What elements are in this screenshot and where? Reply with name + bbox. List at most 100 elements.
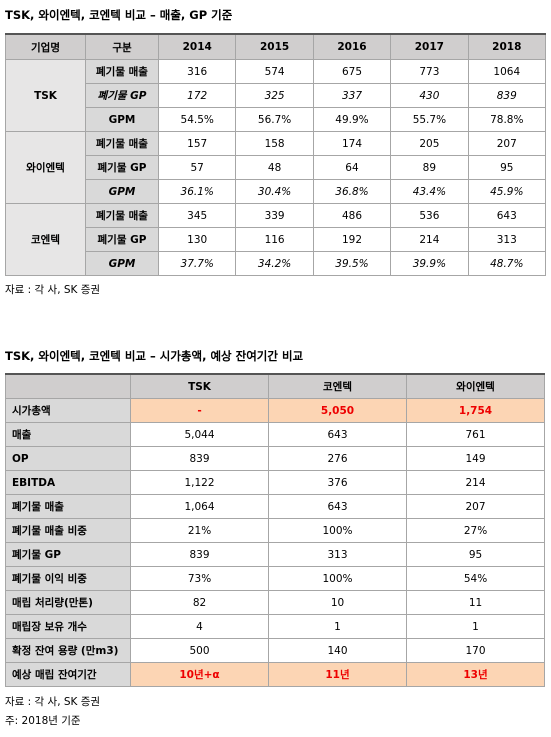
cell: 574 xyxy=(235,59,314,84)
row: 예상 매립 잔여기간 10년+α 11년 13년 xyxy=(5,662,545,687)
row-label: 확정 잔여 용량 (만m3) xyxy=(5,638,131,663)
cell: 536 xyxy=(390,203,469,228)
cell: - xyxy=(130,398,269,423)
header-cell: 구분 xyxy=(85,33,159,60)
cell: 430 xyxy=(390,83,469,108)
table: 기업명 구분 2014 2015 2016 2017 2018 TSK 폐기물 매출 316 574… xyxy=(5,33,547,276)
group-name: TSK xyxy=(5,59,86,132)
row: GPM 54.5% 56.7% 49.9% 55.7% 78.8% xyxy=(6,107,547,132)
cell: 839 xyxy=(130,446,269,471)
cell: 78.8% xyxy=(467,107,547,132)
header-cell: 와이엔텍 xyxy=(406,373,545,399)
cell: 1064 xyxy=(467,59,547,84)
cell: 13년 xyxy=(406,662,545,687)
group-name: 와이엔텍 xyxy=(5,131,86,204)
header-row: TSK 코엔텍 와이엔텍 xyxy=(5,373,545,399)
cell: 56.7% xyxy=(235,107,314,132)
cell: 43.4% xyxy=(390,179,469,204)
row-label: 매립장 보유 개수 xyxy=(5,614,131,639)
row: 매립장 보유 개수 4 1 1 xyxy=(5,614,545,639)
cell: 172 xyxy=(157,83,237,108)
cell: 100% xyxy=(268,566,407,591)
cell: 57 xyxy=(157,155,237,180)
row: TSK 폐기물 매출 316 574 675 773 1064 xyxy=(5,59,547,132)
cell: 37.7% xyxy=(157,251,237,276)
cell: 192 xyxy=(312,227,392,252)
source: 자료 : 각 사, SK 증권 xyxy=(5,284,101,296)
cell: 48.7% xyxy=(467,251,547,276)
cell: 207 xyxy=(467,131,547,156)
row-label: 폐기물 매출 xyxy=(85,203,159,228)
cell: 276 xyxy=(268,446,407,471)
cell: 48 xyxy=(235,155,314,180)
row-label: 폐기물 GP xyxy=(85,155,159,180)
cell: 158 xyxy=(235,131,314,156)
cell: 30.4% xyxy=(235,179,314,204)
cell: 313 xyxy=(467,227,547,252)
header-cell xyxy=(5,373,131,399)
row: 폐기물 GP 172 325 337 430 839 xyxy=(6,83,547,108)
header-cell: 2014 xyxy=(157,33,237,60)
row: 와이엔텍 폐기물 매출 157 158 174 205 207 xyxy=(5,131,547,204)
cell: 316 xyxy=(157,59,237,84)
cell: 376 xyxy=(268,470,407,495)
row: 폐기물 GP 130 116 192 214 313 xyxy=(6,227,547,252)
cell: 325 xyxy=(235,83,314,108)
row: 폐기물 매출 1,064 643 207 xyxy=(5,494,545,519)
cell: 500 xyxy=(130,638,269,663)
row: EBITDA 1,122 376 214 xyxy=(5,470,545,495)
row-label: 시가총액 xyxy=(5,398,131,423)
row-label: GPM xyxy=(85,179,159,204)
row: 폐기물 GP 839 313 95 xyxy=(5,542,545,567)
cell: 36.8% xyxy=(312,179,392,204)
row: 폐기물 이익 비중 73% 100% 54% xyxy=(5,566,545,591)
cell: 5,044 xyxy=(130,422,269,447)
header-cell: 기업명 xyxy=(5,33,86,60)
row: 확정 잔여 용량 (만m3) 500 140 170 xyxy=(5,638,545,663)
cell: 116 xyxy=(235,227,314,252)
cell: 149 xyxy=(406,446,545,471)
cell: 95 xyxy=(467,155,547,180)
row: GPM 37.7% 34.2% 39.5% 39.9% 48.7% xyxy=(6,251,547,276)
cell: 4 xyxy=(130,614,269,639)
cell: 130 xyxy=(157,227,237,252)
cell: 643 xyxy=(268,422,407,447)
source: 자료 : 각 사, SK 증권 xyxy=(5,696,101,708)
header-cell: 2018 xyxy=(467,33,547,60)
row-label: 폐기물 매출 xyxy=(5,494,131,519)
cell: 39.9% xyxy=(390,251,469,276)
cell: 11년 xyxy=(268,662,407,687)
row: 매립 처리량(만톤) 82 10 11 xyxy=(5,590,545,615)
row-label: 폐기물 GP xyxy=(85,83,159,108)
header-cell: 코엔텍 xyxy=(268,373,407,399)
row-label: 폐기물 GP xyxy=(85,227,159,252)
cell: 839 xyxy=(130,542,269,567)
cell: 55.7% xyxy=(390,107,469,132)
cell: 773 xyxy=(390,59,469,84)
row-label: EBITDA xyxy=(5,470,131,495)
cell: 157 xyxy=(157,131,237,156)
cell: 643 xyxy=(268,494,407,519)
header-row: 기업명 구분 2014 2015 2016 2017 2018 xyxy=(5,33,547,60)
header-cell: 2015 xyxy=(235,33,314,60)
title: TSK, 와이엔텍, 코엔텍 비교 – 시가총액, 예상 잔여기간 비교 xyxy=(5,349,304,363)
row-label: 폐기물 매출 비중 xyxy=(5,518,131,543)
cell: 73% xyxy=(130,566,269,591)
cell: 1,754 xyxy=(406,398,545,423)
cell: 339 xyxy=(235,203,314,228)
cell: 100% xyxy=(268,518,407,543)
row: GPM 36.1% 30.4% 36.8% 43.4% 45.9% xyxy=(6,179,547,204)
cell: 39.5% xyxy=(312,251,392,276)
row-label: 폐기물 GP xyxy=(5,542,131,567)
cell: 337 xyxy=(312,83,392,108)
cell: 95 xyxy=(406,542,545,567)
row-label: GPM xyxy=(85,251,159,276)
header-cell: 2017 xyxy=(390,33,469,60)
cell: 21% xyxy=(130,518,269,543)
cell: 34.2% xyxy=(235,251,314,276)
cell: 761 xyxy=(406,422,545,447)
row-label: 폐기물 매출 xyxy=(85,131,159,156)
cell: 643 xyxy=(467,203,547,228)
table: TSK 코엔텍 와이엔텍 시가총액 -5,050 1,754 매출 5,044 643 761 OP… xyxy=(5,373,545,687)
